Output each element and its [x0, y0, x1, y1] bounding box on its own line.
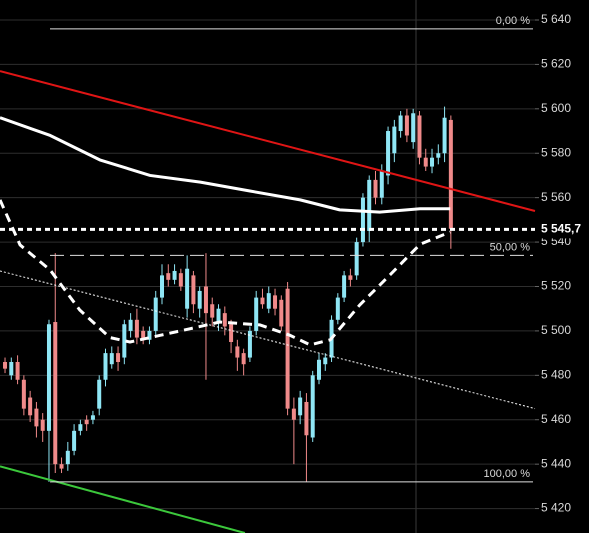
- candle-body: [448, 119, 453, 229]
- candle-body: [279, 299, 284, 327]
- candle-body: [122, 324, 127, 358]
- y-tick-label: 5 480: [541, 367, 571, 381]
- candle-body: [166, 273, 171, 280]
- candle-body: [323, 357, 328, 365]
- candle-body: [3, 361, 8, 369]
- indicator-line: [0, 270, 536, 410]
- candle-body: [373, 179, 378, 198]
- candle-body: [222, 313, 227, 327]
- fib-label: 50,00 %: [490, 241, 531, 253]
- candle-body: [84, 419, 89, 425]
- candle-body: [442, 117, 447, 154]
- candle-body: [46, 324, 51, 431]
- candle-body: [310, 375, 315, 438]
- candle-body: [411, 113, 416, 143]
- candle-body: [360, 197, 365, 243]
- candle-body: [116, 353, 121, 362]
- candle-body: [178, 273, 183, 287]
- candle-body: [103, 353, 108, 380]
- y-tick-label: 5 500: [541, 323, 571, 337]
- candle-body: [229, 324, 234, 343]
- y-tick-label: 5 560: [541, 190, 571, 204]
- y-tick-label: 5 440: [541, 456, 571, 470]
- candle-body: [392, 126, 397, 154]
- candle-body: [379, 171, 384, 198]
- candle-body: [298, 397, 303, 416]
- candle-body: [65, 450, 70, 465]
- candle-body: [153, 297, 158, 331]
- candle-body: [354, 242, 359, 276]
- candle-body: [386, 131, 391, 176]
- candle-body: [335, 297, 340, 320]
- candle-body: [430, 157, 435, 167]
- candle-body: [260, 297, 265, 305]
- candle-body: [404, 115, 409, 136]
- candle-body: [285, 288, 290, 409]
- candle-body: [398, 115, 403, 132]
- candle-body: [266, 293, 271, 309]
- y-tick-label: 5 620: [541, 57, 571, 71]
- indicator-line: [0, 70, 536, 212]
- candle-body: [59, 464, 64, 469]
- last-price-label: 5 545,7: [541, 222, 581, 236]
- candle-body: [247, 330, 252, 358]
- candle-body: [210, 304, 215, 318]
- last-price-box: [536, 220, 589, 239]
- y-tick-label: 5 580: [541, 145, 571, 159]
- y-tick-label: 5 600: [541, 101, 571, 115]
- candle-body: [160, 275, 165, 298]
- candle-body: [304, 401, 309, 436]
- candle-body: [72, 430, 77, 451]
- candle-body: [235, 346, 240, 358]
- candle-body: [348, 275, 353, 280]
- candle-body: [197, 290, 202, 309]
- candle-body: [15, 361, 20, 380]
- candle-body: [291, 408, 296, 420]
- candle-body: [40, 419, 45, 431]
- candle-body: [185, 268, 190, 309]
- candle-body: [34, 408, 39, 427]
- candle-body: [367, 179, 372, 231]
- candle-body: [216, 308, 221, 323]
- candle-body: [141, 330, 146, 340]
- candle-body: [53, 322, 58, 465]
- fib-label: 0,00 %: [496, 15, 530, 27]
- candle-body: [423, 157, 428, 167]
- y-tick-label: 5 460: [541, 412, 571, 426]
- candle-body: [109, 353, 114, 365]
- candle-body: [436, 153, 441, 158]
- fib-label: 100,00 %: [484, 468, 531, 480]
- candle-body: [342, 275, 347, 298]
- indicator-line: [0, 465, 246, 533]
- candle-body: [21, 379, 26, 409]
- candle-body: [90, 415, 95, 420]
- candle-body: [147, 330, 152, 340]
- indicator-line: [0, 116, 451, 214]
- candle-body: [191, 275, 196, 305]
- indicator-line: [0, 199, 451, 347]
- candle-body: [9, 361, 14, 376]
- candle-body: [316, 359, 321, 380]
- candle-body: [172, 270, 177, 280]
- candle-body: [78, 424, 83, 431]
- candle-body: [254, 297, 259, 331]
- candle-body: [203, 286, 208, 314]
- candle-body: [134, 319, 139, 338]
- candle-body: [128, 319, 133, 331]
- candle-body: [241, 353, 246, 365]
- y-tick-label: 5 640: [541, 12, 571, 26]
- y-tick-label: 5 520: [541, 279, 571, 293]
- candle-body: [97, 379, 102, 409]
- y-tick-label: 5 420: [541, 501, 571, 515]
- candle-body: [417, 115, 422, 158]
- candle-body: [273, 295, 278, 309]
- candle-body: [28, 397, 33, 416]
